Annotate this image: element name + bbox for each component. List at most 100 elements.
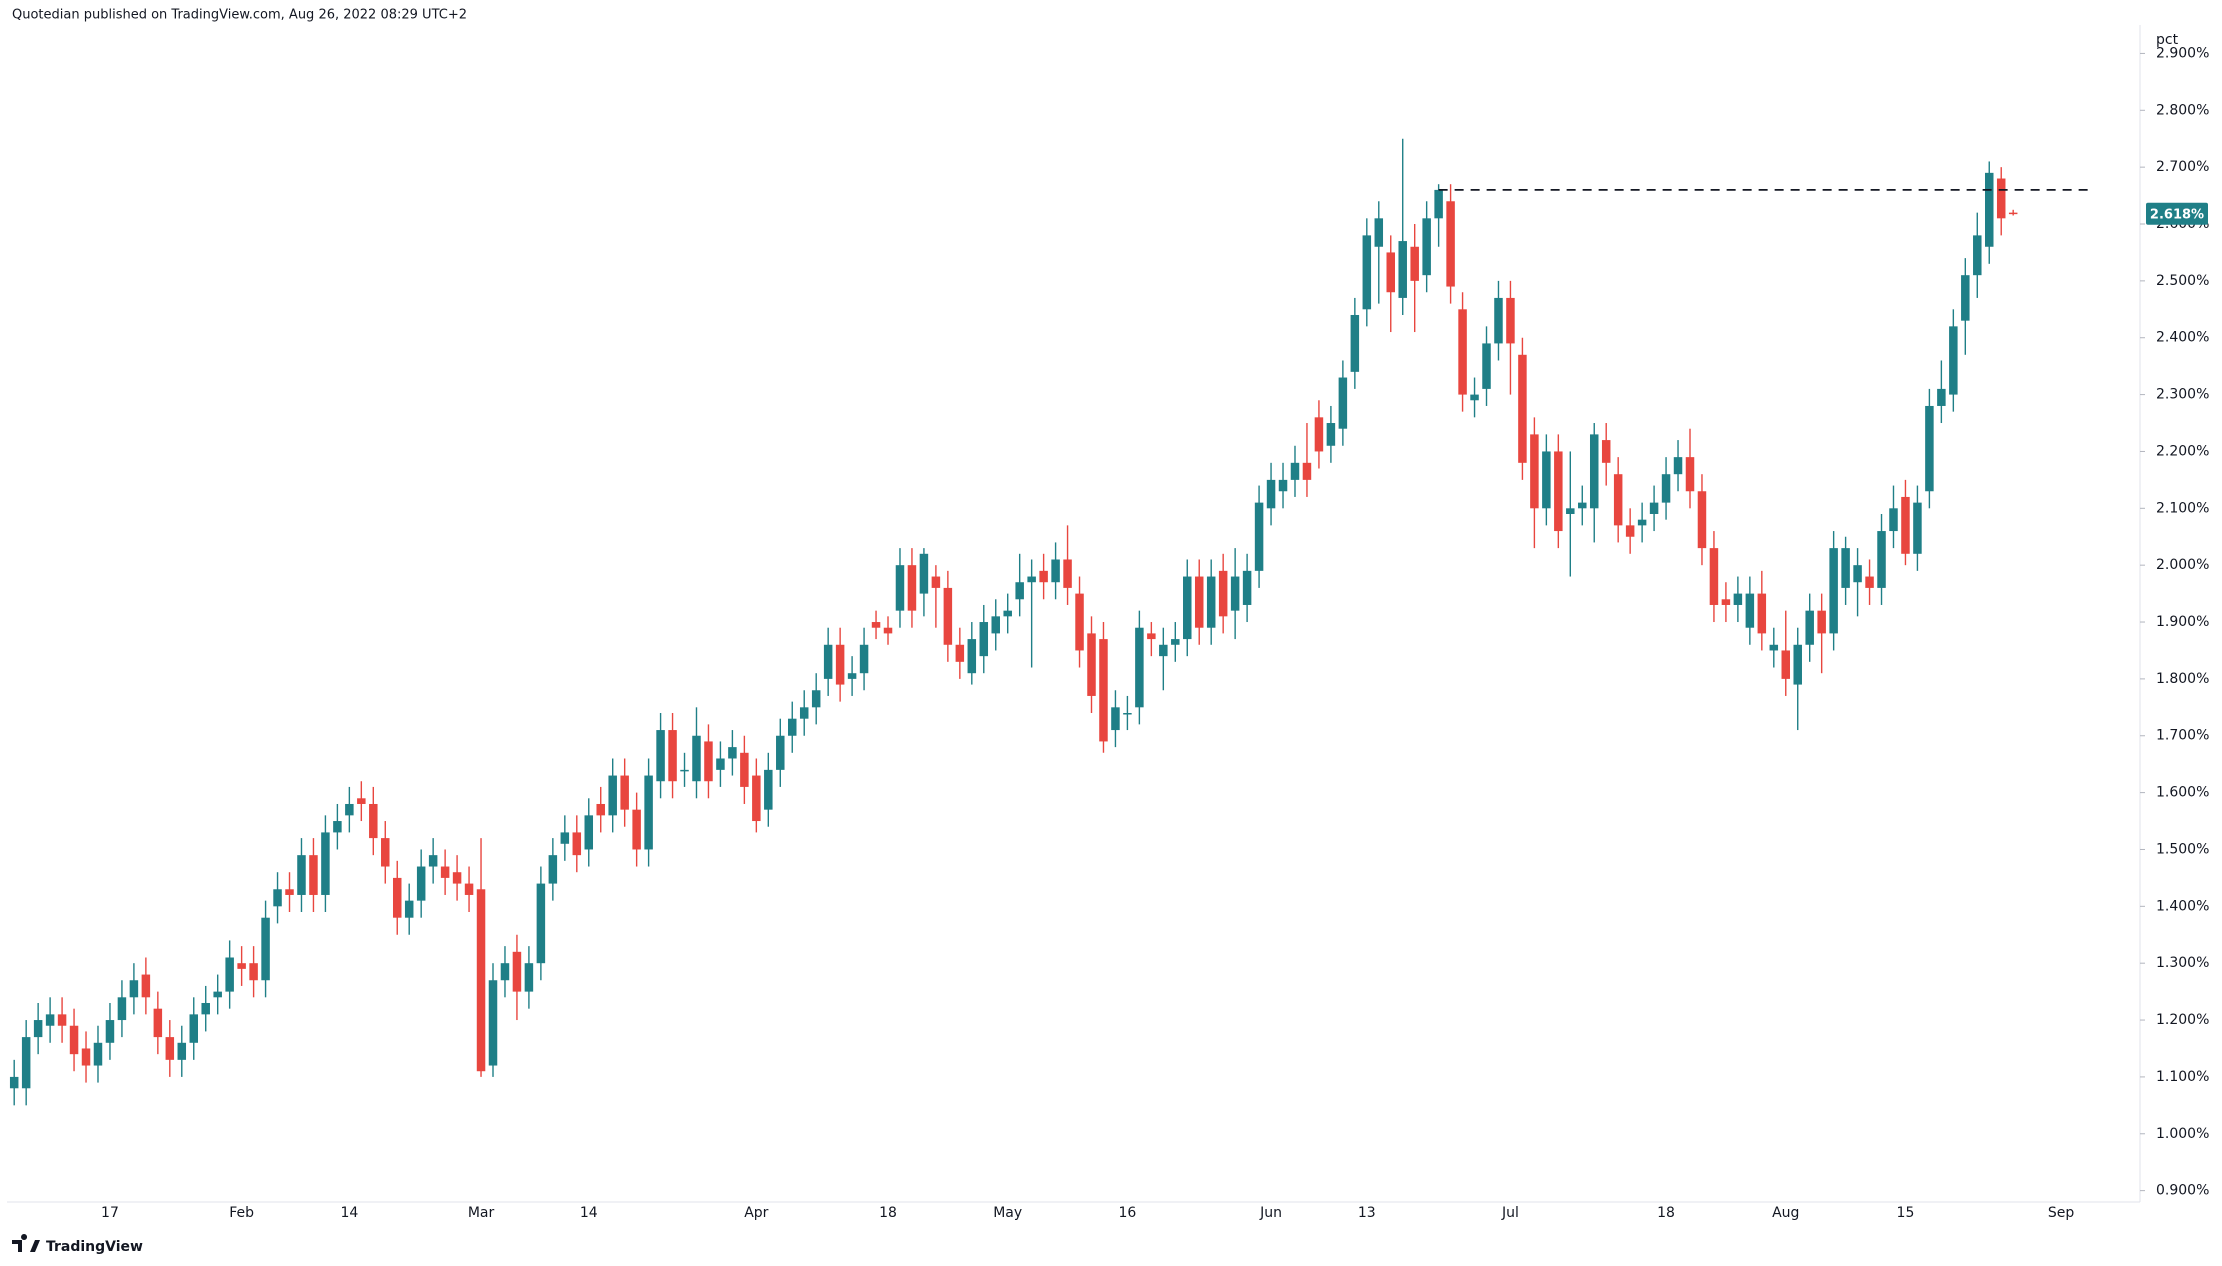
candle-body (1326, 423, 1336, 446)
x-tick-label: Mar (468, 1205, 495, 1221)
y-tick-label: 1.200% (2156, 1012, 2209, 1028)
candle-body (1398, 241, 1407, 298)
candle-body (1183, 576, 1192, 640)
logo-icon (12, 1234, 40, 1252)
candle-body (21, 1037, 31, 1089)
candle-body (1111, 707, 1120, 731)
candle-body (799, 707, 809, 719)
x-tick-label: Feb (229, 1205, 254, 1221)
candle-body (680, 769, 689, 772)
candle-body (1889, 508, 1898, 532)
y-tick-label: 2.800% (2156, 102, 2209, 118)
candle-body (1242, 570, 1252, 605)
candle-body (392, 877, 402, 918)
candle-body (273, 889, 282, 907)
candle-body (752, 775, 761, 822)
y-tick-label: 1.600% (2156, 785, 2209, 801)
candle-body (1649, 502, 1659, 514)
candle-body (1063, 559, 1072, 588)
candle-body (249, 963, 258, 981)
candle-body (2008, 212, 2018, 215)
candle-body (1817, 610, 1826, 634)
x-tick-label: Sep (2048, 1205, 2075, 1221)
candle-body (1302, 462, 1312, 480)
y-tick-label: 1.100% (2156, 1069, 2209, 1085)
candle-body (1625, 525, 1635, 537)
candle-body (1171, 639, 1180, 645)
candle-body (1206, 576, 1216, 628)
x-tick-label: 15 (1897, 1205, 1915, 1221)
x-tick-label: 18 (879, 1205, 897, 1221)
candle-body (428, 855, 438, 867)
candle-body (943, 587, 953, 645)
candle-body (1147, 633, 1156, 640)
candle-body (1218, 570, 1228, 617)
candle-body (740, 752, 749, 787)
candle-body (1985, 172, 1994, 247)
candle-body (1446, 201, 1455, 287)
candle-body (1003, 610, 1012, 617)
candle-body (1254, 502, 1264, 571)
x-tick-label: Jul (1501, 1205, 1519, 1221)
candle-body (1506, 297, 1515, 344)
header: Quotedian published on TradingView.com, … (12, 8, 467, 23)
candle-body (1613, 474, 1623, 526)
candle-body (1075, 593, 1084, 651)
candle-body (907, 565, 917, 611)
candle-body (572, 832, 582, 856)
y-tick-label: 1.000% (2156, 1126, 2209, 1142)
candle-body (955, 644, 965, 662)
candle-body (871, 622, 881, 628)
candle-body (704, 741, 713, 782)
candle-body (1194, 576, 1204, 628)
candle-body (524, 963, 534, 992)
candle-body (1338, 377, 1348, 429)
candle-body (309, 855, 318, 895)
x-tick-label: 14 (580, 1205, 598, 1221)
y-tick-label: 1.500% (2156, 841, 2209, 857)
x-tick-label: 13 (1358, 1205, 1376, 1221)
candle-body (261, 917, 270, 981)
y-tick-label: 2.000% (2156, 557, 2209, 573)
y-tick-label: 1.700% (2156, 728, 2209, 744)
candle-body (1865, 576, 1874, 588)
candle-body (1099, 639, 1108, 742)
candle-body (1159, 644, 1168, 657)
candle-body (45, 1014, 55, 1026)
candle-body (1278, 479, 1288, 492)
candle-body (1039, 570, 1048, 583)
candle-body (1733, 593, 1743, 605)
candle-body (452, 872, 462, 884)
candle-body (1566, 508, 1575, 514)
candle-body (357, 798, 366, 804)
candle-body (1709, 548, 1719, 605)
candle-body (1266, 479, 1276, 509)
candle-body (1578, 502, 1587, 509)
candle-body (1697, 491, 1707, 549)
y-tick-label: 2.200% (2156, 443, 2209, 459)
y-tick-label: 0.900% (2156, 1183, 2209, 1199)
candle-body (764, 769, 773, 810)
candles (9, 138, 2018, 1106)
candle-body (1973, 235, 1982, 276)
candle-body (93, 1042, 103, 1066)
candle-body (440, 866, 450, 878)
x-tick-label: 17 (101, 1205, 119, 1221)
candle-body (165, 1037, 175, 1060)
candle-body (548, 855, 558, 884)
candle-body (919, 553, 929, 594)
candle-body (1996, 178, 2006, 219)
candle-body (1123, 713, 1132, 715)
candle-body (285, 889, 294, 895)
candle-body (488, 980, 498, 1066)
candle-body (1230, 576, 1240, 611)
y-tick-label: 2.300% (2156, 387, 2209, 403)
candle-body (1530, 434, 1539, 509)
candle-body (596, 803, 605, 816)
candle-body (991, 616, 1000, 634)
candle-body (644, 775, 653, 850)
candle-body (404, 900, 414, 918)
x-tick-label: 18 (1657, 1205, 1675, 1221)
